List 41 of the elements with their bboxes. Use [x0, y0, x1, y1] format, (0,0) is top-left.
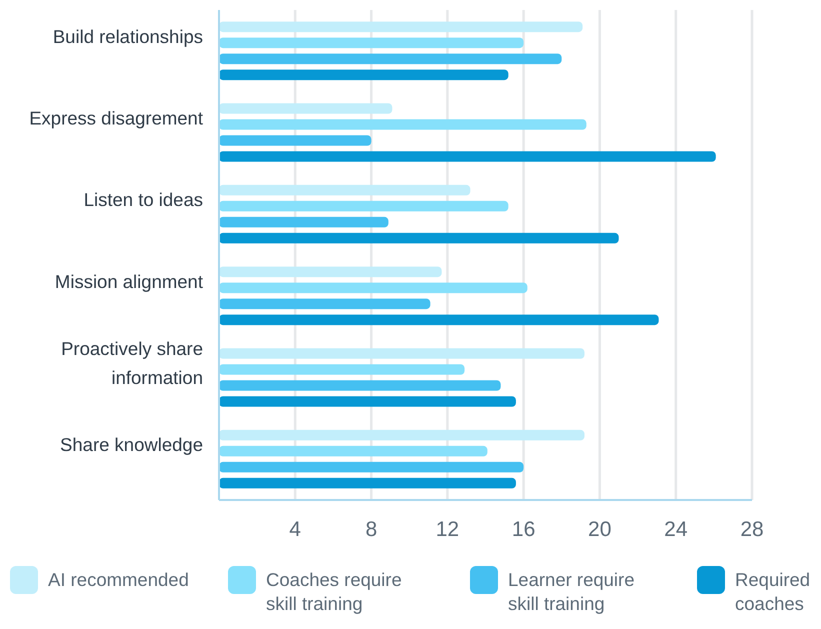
x-tick-label: 4 — [289, 518, 302, 541]
bar — [219, 119, 586, 130]
y-tick-label: Listen to ideas — [84, 189, 203, 210]
bar — [219, 103, 392, 114]
bar — [219, 184, 470, 196]
x-tick-label: 28 — [740, 518, 764, 541]
bar — [219, 266, 442, 278]
bar — [219, 298, 430, 310]
y-tick-label: Build relationships — [52, 26, 203, 47]
x-tick-label: 24 — [664, 518, 688, 541]
bar — [219, 216, 388, 228]
bar — [219, 38, 524, 48]
bar — [219, 70, 508, 80]
bar — [219, 22, 583, 32]
y-tick-label: Proactively share information — [61, 338, 203, 388]
legend-label: AI recommended — [48, 569, 189, 590]
y-tick-label: Express disagrement — [29, 108, 203, 128]
bar — [219, 232, 619, 244]
bar — [219, 314, 659, 326]
bar — [219, 364, 465, 375]
bar — [219, 380, 501, 391]
y-tick-label: Share knowledge — [60, 434, 203, 456]
bar — [219, 462, 524, 472]
x-tick-label: 16 — [512, 518, 536, 541]
y-tick-label: Mission alignment — [54, 270, 203, 292]
x-tick-label: 20 — [588, 518, 612, 541]
bar — [219, 151, 716, 162]
bar — [219, 54, 562, 64]
bar — [219, 430, 584, 440]
bar — [219, 135, 372, 146]
legend-label: Coaches require skill training — [266, 569, 402, 614]
x-tick-label: 12 — [436, 518, 460, 541]
bar — [219, 200, 508, 212]
bar — [219, 446, 488, 456]
x-tick-label: 8 — [365, 518, 378, 541]
bar — [219, 282, 528, 294]
bar — [219, 478, 516, 488]
legend-label: Learner require skill training — [508, 569, 634, 614]
legend-label: Required coaches — [735, 569, 810, 614]
bar — [219, 348, 584, 359]
bar — [219, 396, 516, 407]
